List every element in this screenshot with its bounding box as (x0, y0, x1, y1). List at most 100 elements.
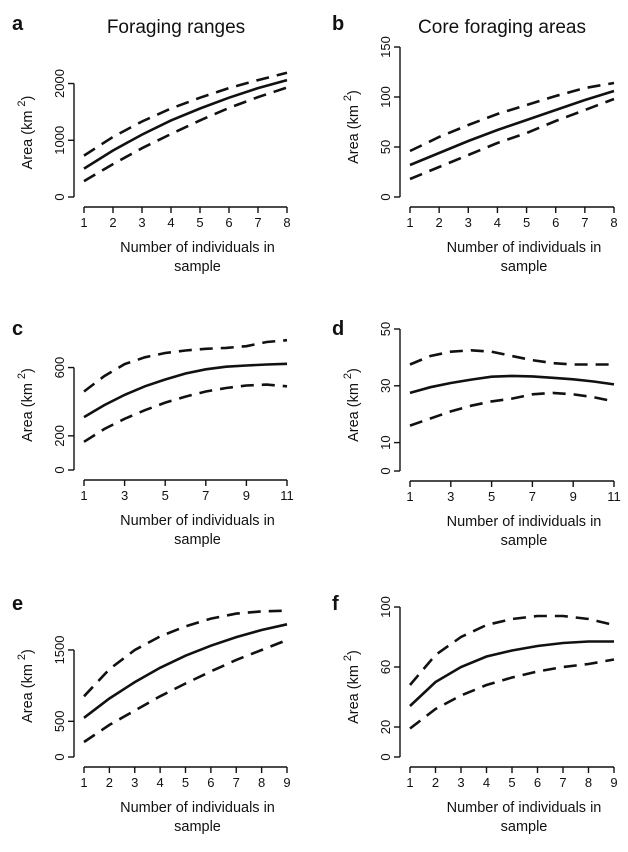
series-lower-line (83, 638, 288, 744)
y-tick-label: 50 (378, 140, 393, 154)
y-axis-label-close: ) (346, 368, 362, 373)
x-tick-label: 1 (406, 215, 413, 230)
y-tick-label: 200 (52, 425, 67, 447)
series-mean-line (83, 362, 288, 419)
y-tick-label: 100 (378, 596, 393, 618)
y-axis-label-exponent: 2 (16, 100, 28, 106)
x-tick-label: 1 (406, 775, 413, 790)
panel-letter: b (332, 13, 344, 35)
x-axis-label: Number of individuals in sample (447, 514, 602, 549)
y-axis-label-base: Area (km (346, 379, 362, 442)
x-tick-label: 5 (182, 775, 189, 790)
series-mean-line (409, 640, 614, 707)
x-axis-label-line: Number of individuals in (447, 240, 602, 256)
y-axis-label: Area (km 2) (16, 96, 36, 170)
x-tick-label: 11 (280, 488, 294, 503)
x-axis-label: Number of individuals in sample (120, 513, 275, 548)
x-axis-label: Number of individuals in sample (120, 240, 275, 275)
x-axis-label-line: Number of individuals in (120, 240, 275, 256)
y-axis-label-exponent: 2 (16, 654, 28, 660)
series-mean-line (409, 374, 615, 395)
y-axis-label: Area (km 2) (16, 368, 36, 442)
series-upper-line (409, 348, 614, 366)
y-axis-label-base: Area (km (20, 107, 36, 170)
y-axis-label-base: Area (km (20, 660, 36, 723)
series-upper-line (83, 338, 288, 393)
y-axis-label-exponent: 2 (342, 95, 354, 101)
column-title-foraging-ranges: Foraging ranges (107, 17, 245, 38)
y-tick-label: 0 (378, 193, 393, 200)
series-upper-line (83, 609, 288, 698)
y-axis-label-exponent: 2 (342, 655, 354, 661)
y-tick-label: 1500 (52, 635, 67, 664)
x-tick-label: 5 (196, 215, 203, 230)
x-tick-label: 3 (447, 489, 454, 504)
x-tick-label: 3 (138, 215, 145, 230)
x-tick-label: 9 (243, 488, 250, 503)
y-axis-label-close: ) (20, 649, 36, 654)
x-tick-label: 7 (202, 488, 209, 503)
series-lower-line (409, 391, 615, 427)
series-upper-line (409, 614, 615, 686)
x-tick-label: 7 (581, 215, 588, 230)
series-mean-line (83, 78, 288, 170)
x-tick-label: 3 (457, 775, 464, 790)
y-axis-label-close: ) (20, 368, 36, 373)
panel-d: d 1 3 5 7 9 11 0 10 30 50 Number of individuals in s… (332, 318, 621, 549)
series-upper-line (409, 81, 615, 153)
series-lower-line (409, 97, 615, 181)
x-tick-label: 1 (80, 215, 87, 230)
x-tick-label: 5 (488, 489, 495, 504)
panel-letter: f (332, 593, 339, 615)
x-tick-label: 8 (258, 775, 265, 790)
x-tick-label: 1 (80, 775, 87, 790)
x-tick-label: 6 (552, 215, 559, 230)
y-tick-label: 0 (52, 753, 67, 760)
series-lower-line (83, 86, 288, 183)
series-upper-line (83, 71, 288, 157)
series-mean-line (83, 623, 288, 719)
x-tick-label: 4 (167, 215, 174, 230)
y-tick-label: 10 (378, 435, 393, 449)
y-tick-label: 0 (52, 466, 67, 473)
y-tick-label: 30 (378, 379, 393, 393)
panel-b: b 1 2 3 4 5 6 7 8 0 50 100 150 Number of individuals … (332, 13, 618, 275)
x-tick-label: 5 (523, 215, 530, 230)
x-axis-label-line: sample (501, 819, 548, 835)
x-tick-label: 7 (254, 215, 261, 230)
panel-a: a 1 2 3 4 5 6 7 8 0 1000 2000 Number of individuals … (12, 13, 291, 275)
panel-e: e 1 2 3 4 5 6 7 8 9 0 500 1500 Number of individuals … (12, 593, 291, 835)
y-tick-label: 60 (378, 660, 393, 674)
x-axis-label: Number of individuals in sample (120, 800, 275, 835)
x-tick-label: 3 (131, 775, 138, 790)
x-tick-label: 5 (508, 775, 515, 790)
x-tick-label: 4 (483, 775, 490, 790)
x-tick-label: 9 (610, 775, 617, 790)
x-tick-label: 2 (436, 215, 443, 230)
x-tick-label: 7 (559, 775, 566, 790)
y-axis-label: Area (km 2) (342, 650, 362, 724)
panel-c: c 1 3 5 7 9 11 0 200 600 Number of individuals in s… (12, 318, 294, 548)
x-tick-label: 6 (534, 775, 541, 790)
y-tick-label: 600 (52, 357, 67, 379)
x-tick-label: 4 (157, 775, 164, 790)
x-axis-label: Number of individuals in sample (447, 240, 602, 275)
x-axis-label-line: Number of individuals in (120, 800, 275, 816)
x-tick-label: 4 (494, 215, 501, 230)
x-tick-label: 9 (570, 489, 577, 504)
y-tick-label: 0 (378, 467, 393, 474)
x-tick-label: 8 (610, 215, 617, 230)
x-tick-label: 3 (465, 215, 472, 230)
x-tick-label: 2 (106, 775, 113, 790)
series-mean-line (409, 89, 615, 167)
x-axis-label-line: sample (501, 259, 548, 275)
y-axis-label: Area (km 2) (342, 90, 362, 164)
x-tick-label: 7 (529, 489, 536, 504)
x-axis-label-line: sample (174, 259, 221, 275)
y-axis-label-exponent: 2 (342, 373, 354, 379)
series-lower-line (83, 383, 288, 443)
panel-f: f 1 2 3 4 5 6 7 8 9 0 20 60 100 Number of individuals … (332, 593, 618, 835)
y-axis-label-base: Area (km (346, 661, 362, 724)
x-axis-label-line: Number of individuals in (120, 513, 275, 529)
